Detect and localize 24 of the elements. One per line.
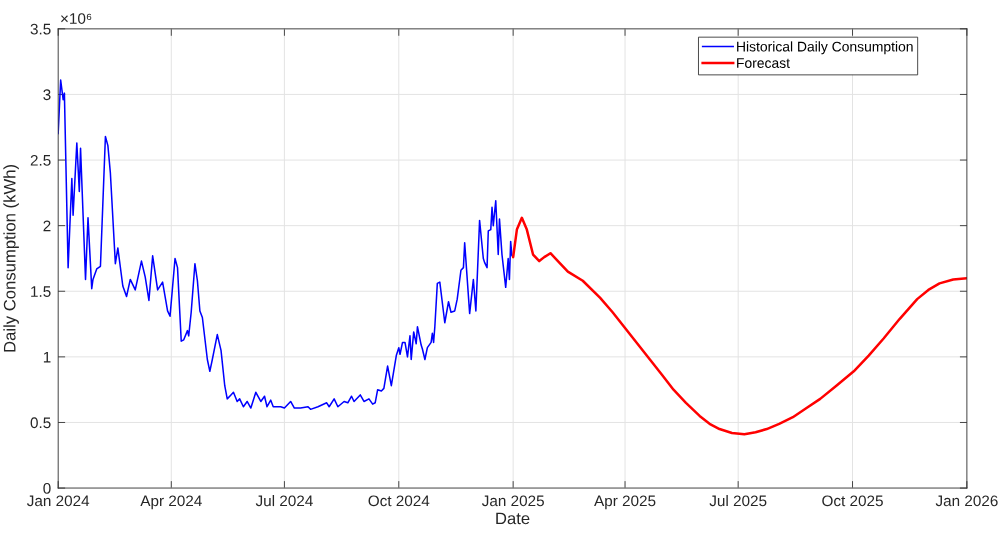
y-tick-label: 0 (43, 482, 51, 494)
line-series (58, 79, 513, 411)
x-axis-title: Date (496, 512, 530, 525)
legend-label: Historical Daily Consumption (737, 41, 913, 55)
legend-label: Forecast (737, 58, 790, 68)
y-tick-label: 2 (43, 220, 51, 232)
y-axis-title: Daily Consumption (kWh) (3, 165, 19, 352)
y-tick-label: 2.5 (30, 154, 51, 166)
y-tick-label: 0.5 (30, 417, 51, 429)
text: ×10⁶ (61, 13, 92, 24)
y-tick-label: 1.5 (31, 286, 51, 297)
x-tick-label: Oct 2024 (368, 495, 430, 507)
x-tick-label: Apr 2025 (594, 495, 656, 510)
y-tick-label: 1 (43, 351, 51, 363)
x-tick-label: Jan 2025 (481, 495, 544, 507)
x-tick-label: Oct 2025 (822, 495, 883, 507)
y-tick-label: 3.5 (30, 23, 51, 35)
x-tick-label: Jan 2024 (26, 495, 90, 507)
line-series (511, 216, 967, 436)
x-tick-label: Jan 2026 (935, 495, 998, 507)
x-tick-label: Jul 2024 (255, 495, 313, 507)
y-tick-label: 3 (43, 89, 51, 101)
x-tick-label: Jul 2025 (709, 495, 767, 507)
x-tick-label: Apr 2024 (140, 495, 202, 510)
